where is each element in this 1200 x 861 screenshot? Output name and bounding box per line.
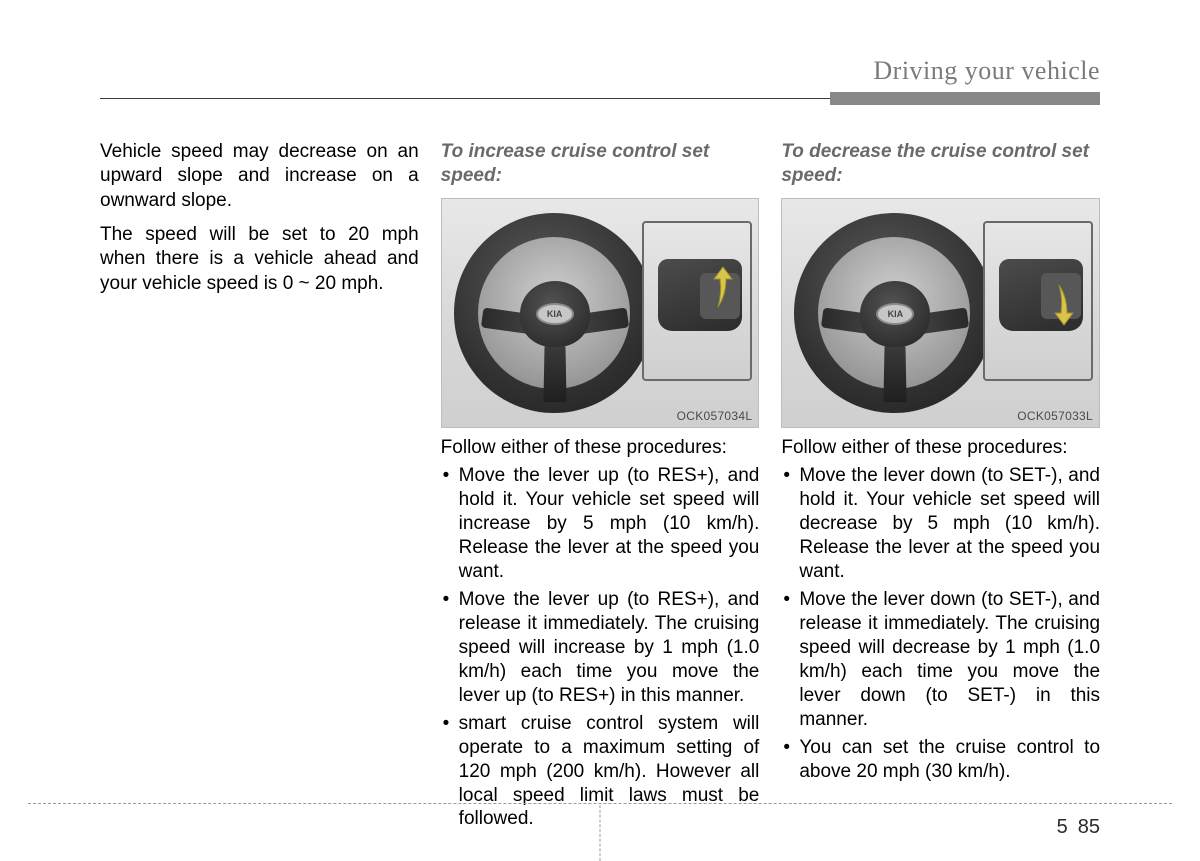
chapter-number: 5: [1057, 816, 1068, 838]
content-columns: Vehicle speed may decrease on an upward …: [100, 140, 1100, 835]
list-item: Move the lever up (to RES+), and release…: [441, 588, 760, 708]
page-number: 5 85: [1057, 816, 1100, 839]
figure-code: OCK057033L: [1017, 409, 1093, 423]
header-rule: [100, 98, 830, 99]
list-item: You can set the cruise control to above …: [781, 736, 1100, 784]
increase-procedure-list: Move the lever up (to RES+), and hold it…: [441, 464, 760, 831]
kia-logo-badge: KIA: [536, 303, 574, 325]
decrease-speed-heading: To decrease the cruise control set speed…: [781, 140, 1100, 188]
decrease-procedure-list: Move the lever down (to SET-), and hold …: [781, 464, 1100, 783]
section-title: Driving your vehicle: [873, 56, 1100, 86]
list-item: Move the lever down (to SET-), and relea…: [781, 588, 1100, 732]
wheel-spoke-bottom: [543, 347, 566, 403]
lever-detail-inset: [642, 221, 752, 381]
procedure-lead: Follow either of these procedures:: [781, 436, 1100, 460]
list-item: Move the lever down (to SET-), and hold …: [781, 464, 1100, 584]
page-header: Driving your vehicle: [100, 56, 1100, 96]
column-2: To increase cruise control set speed: KI…: [441, 140, 760, 835]
footer-center-rule: [600, 805, 601, 861]
wheel-spoke-bottom: [884, 347, 907, 403]
procedure-lead: Follow either of these procedures:: [441, 436, 760, 460]
footer-dashed-rule: [28, 803, 1172, 804]
figure-increase-speed: KIA OCK057034L: [441, 198, 760, 428]
column-3: To decrease the cruise control set speed…: [781, 140, 1100, 835]
header-accent-bar: [830, 92, 1100, 105]
column-1: Vehicle speed may decrease on an upward …: [100, 140, 419, 835]
intro-paragraph-1: Vehicle speed may decrease on an upward …: [100, 140, 419, 213]
lever-detail-inset: [983, 221, 1093, 381]
arrow-up-icon: [712, 265, 734, 311]
increase-speed-heading: To increase cruise control set speed:: [441, 140, 760, 188]
figure-code: OCK057034L: [677, 409, 753, 423]
arrow-down-icon: [1053, 281, 1075, 327]
page-in-chapter: 85: [1078, 816, 1100, 838]
intro-paragraph-2: The speed will be set to 20 mph when the…: [100, 223, 419, 296]
figure-decrease-speed: KIA OCK057033L: [781, 198, 1100, 428]
list-item: Move the lever up (to RES+), and hold it…: [441, 464, 760, 584]
